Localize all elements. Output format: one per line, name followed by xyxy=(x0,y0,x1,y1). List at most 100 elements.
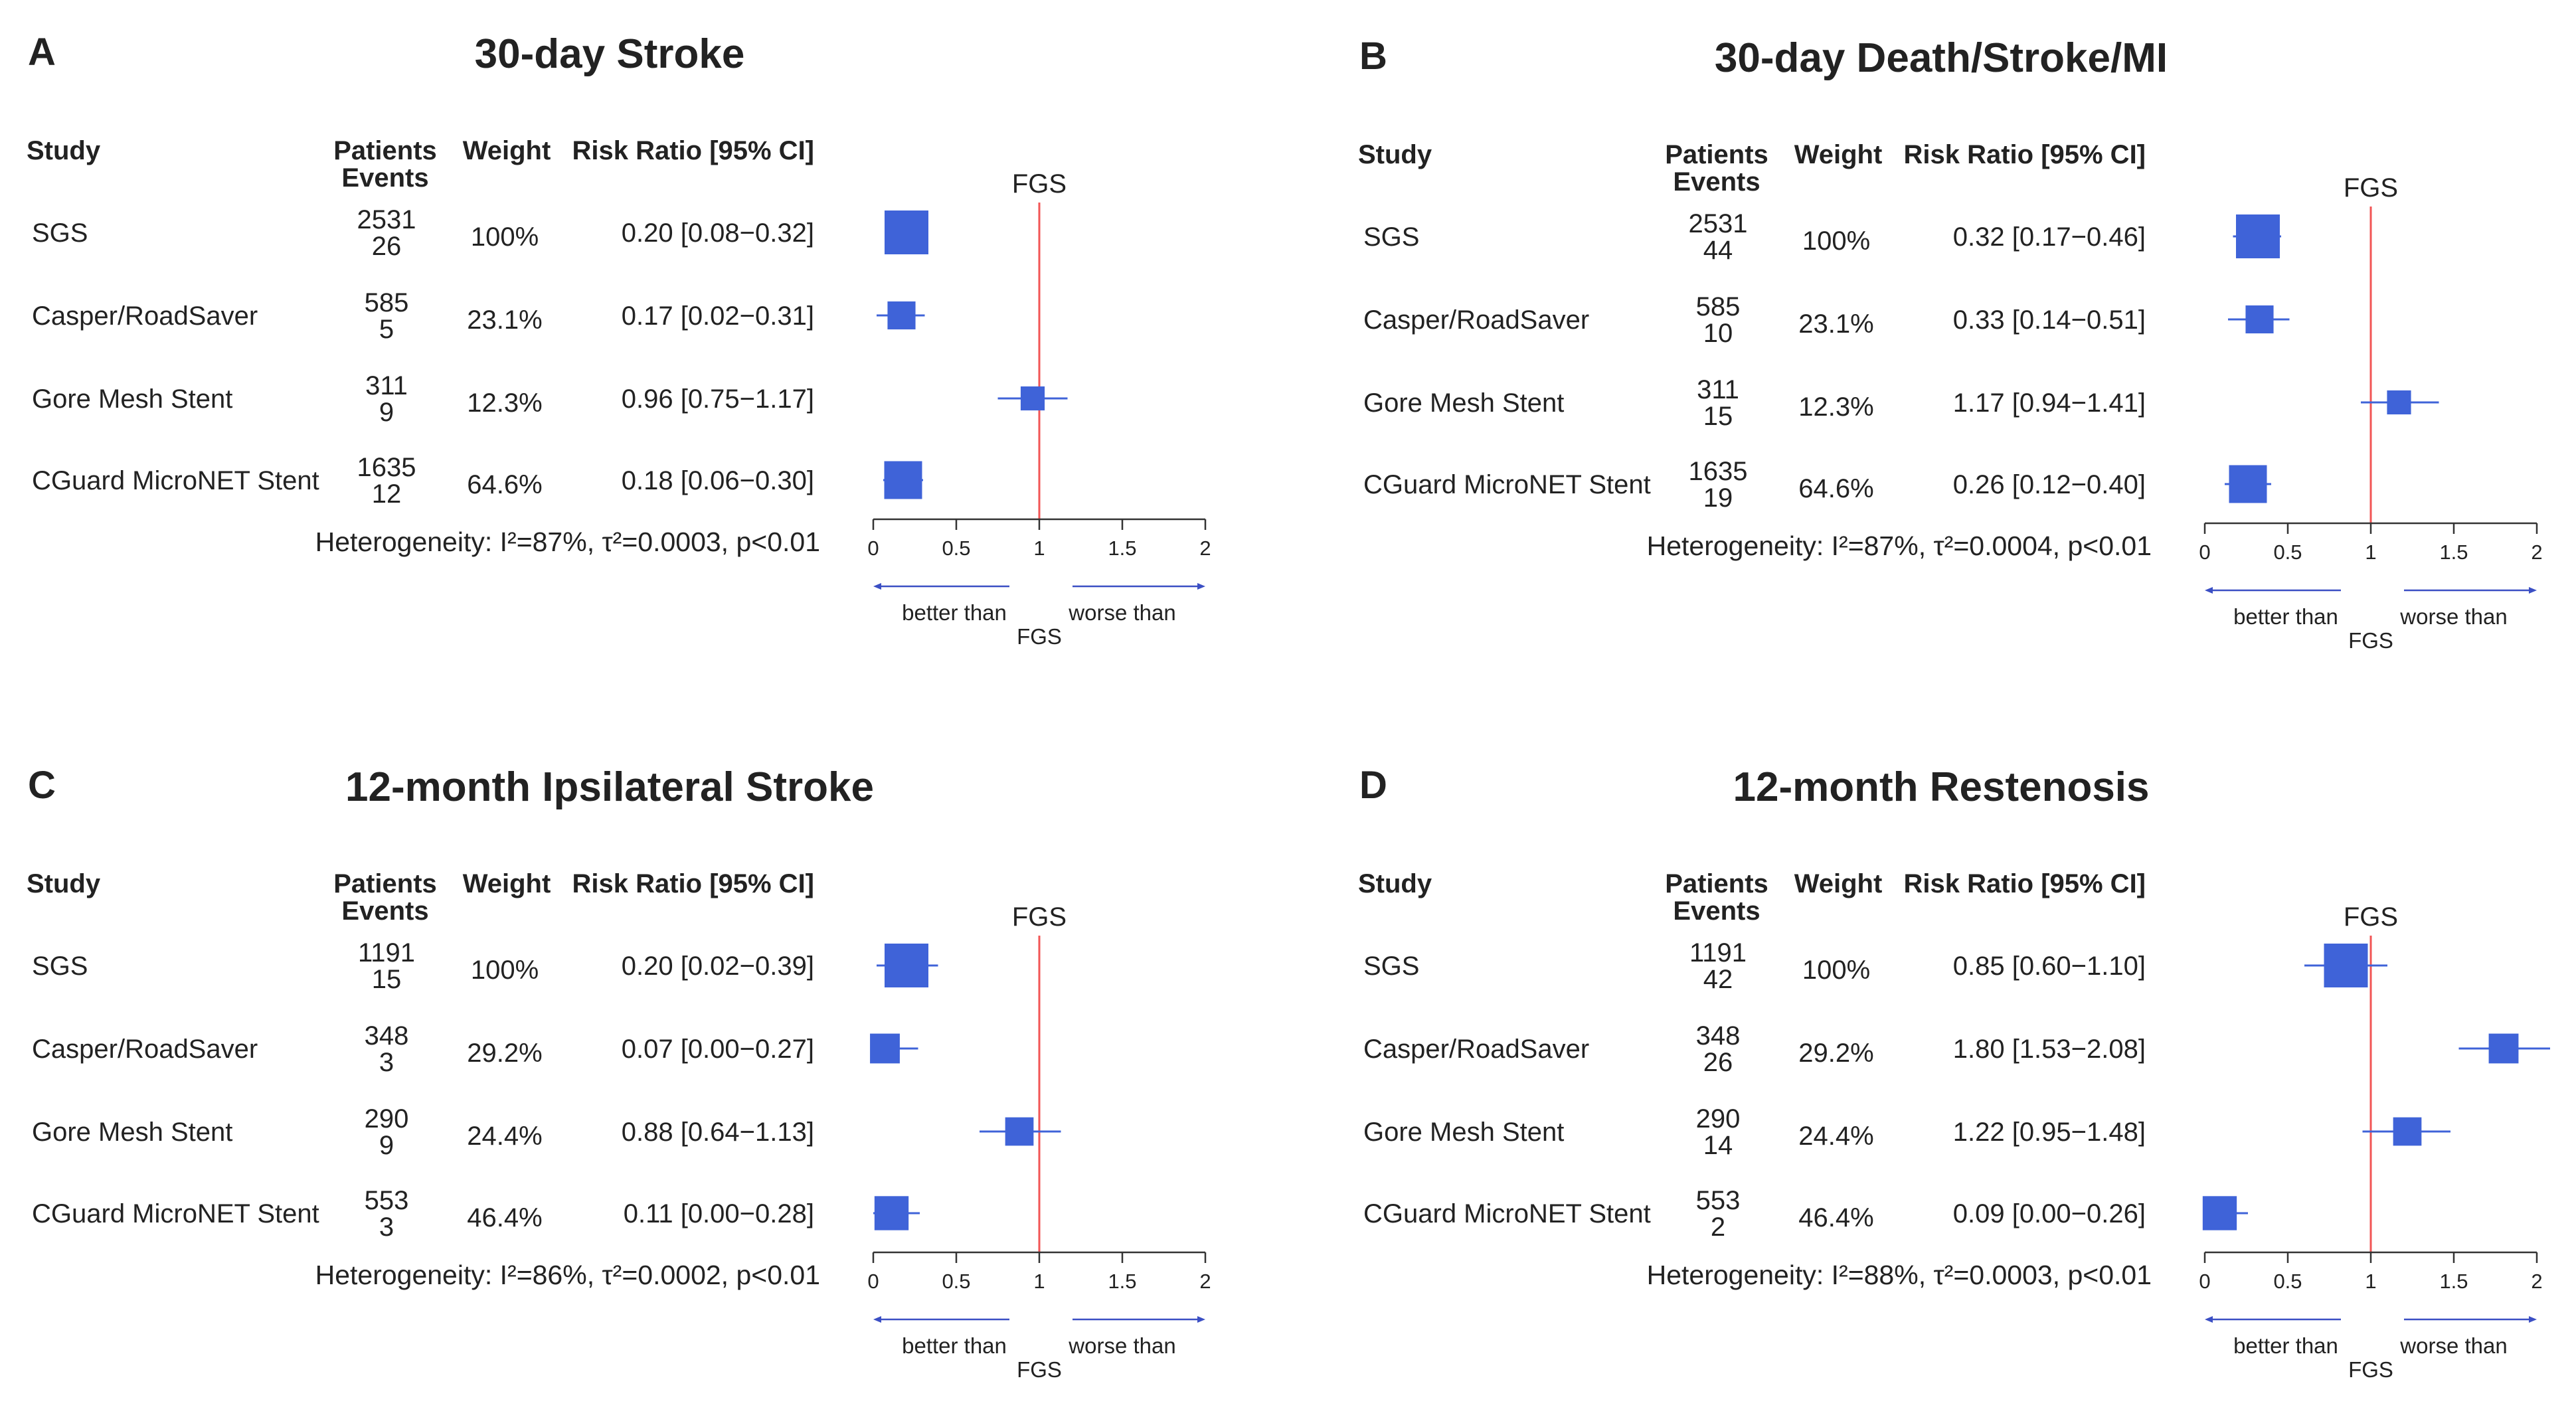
study-name: CGuard MicroNET Stent xyxy=(1363,470,1651,499)
header-study: Study xyxy=(27,136,101,165)
study-name: SGS xyxy=(32,952,88,981)
panel-title: 30-day Death/Stroke/MI xyxy=(1715,35,2168,81)
risk-ratio-text: 0.96 [0.75−1.17] xyxy=(622,384,814,414)
x-tick-label: 0 xyxy=(2199,1270,2210,1293)
header-events: Events xyxy=(1673,896,1760,926)
patients-count: 311 xyxy=(365,371,408,400)
study-name: SGS xyxy=(1363,952,1419,981)
worse-label: worse than xyxy=(1068,1333,1175,1358)
weight-value: 23.1% xyxy=(467,305,542,335)
weight-value: 64.6% xyxy=(1798,474,1873,503)
weight-value: 29.2% xyxy=(467,1039,542,1068)
events-count: 19 xyxy=(1703,483,1733,513)
fgs-label: FGS xyxy=(1017,624,1062,649)
better-label: better than xyxy=(2233,604,2338,629)
header-patients: Patients xyxy=(1665,140,1768,169)
header-study: Study xyxy=(27,869,101,898)
header-patients: Patients xyxy=(1665,869,1768,898)
x-tick-label: 0 xyxy=(867,1270,879,1293)
events-count: 3 xyxy=(379,1048,394,1077)
weight-value: 100% xyxy=(1802,956,1870,985)
point-estimate-marker xyxy=(885,944,928,987)
risk-ratio-text: 0.09 [0.00−0.26] xyxy=(1953,1199,2146,1228)
events-count: 26 xyxy=(1703,1048,1733,1077)
point-estimate-marker xyxy=(2488,1033,2519,1064)
header-risk-ratio: Risk Ratio [95% CI] xyxy=(572,869,814,898)
worse-label: worse than xyxy=(2399,1333,2507,1358)
events-count: 42 xyxy=(1703,965,1733,994)
weight-value: 100% xyxy=(471,956,539,985)
events-count: 15 xyxy=(1703,402,1733,431)
risk-ratio-text: 0.11 [0.00−0.28] xyxy=(624,1199,814,1228)
x-tick-label: 0.5 xyxy=(942,1270,970,1293)
risk-ratio-text: 0.33 [0.14−0.51] xyxy=(1953,305,2146,335)
reference-label: FGS xyxy=(2344,902,2398,932)
study-name: Gore Mesh Stent xyxy=(32,384,232,414)
header-risk-ratio: Risk Ratio [95% CI] xyxy=(572,136,814,165)
x-tick-label: 1.5 xyxy=(1108,1270,1136,1293)
forest-plot-b: B 30-day Death/Stroke/MI Study PatientsEven… xyxy=(1358,35,2543,653)
study-name: Gore Mesh Stent xyxy=(1363,1118,1564,1147)
worse-arrowhead xyxy=(2529,587,2537,594)
weight-value: 100% xyxy=(1802,226,1870,256)
events-count: 10 xyxy=(1703,319,1733,348)
x-tick-label: 2 xyxy=(1199,1270,1211,1293)
risk-ratio-text: 0.20 [0.08−0.32] xyxy=(622,218,814,248)
events-count: 12 xyxy=(372,479,402,509)
heterogeneity-text: Heterogeneity: I²=87%, τ²=0.0003, p<0.01 xyxy=(315,527,820,557)
weight-value: 46.4% xyxy=(1798,1203,1873,1232)
header-events: Events xyxy=(341,896,428,926)
header-patients: Patients xyxy=(333,869,437,898)
forest-plot-figure: A 30-day Stroke Study Patients Events Weight R… xyxy=(27,4,2576,1382)
point-estimate-marker xyxy=(1020,386,1045,411)
reference-label: FGS xyxy=(1012,169,1067,199)
patients-count: 553 xyxy=(365,1186,409,1215)
point-estimate-marker xyxy=(2202,1196,2237,1230)
x-tick-label: 0.5 xyxy=(2273,541,2302,564)
heterogeneity-text: Heterogeneity: I²=88%, τ²=0.0003, p<0.01 xyxy=(1647,1260,2152,1290)
point-estimate-marker xyxy=(2387,390,2411,415)
panel-letter: B xyxy=(1359,35,1387,78)
better-arrowhead xyxy=(873,1316,881,1323)
weight-value: 100% xyxy=(471,222,539,252)
weight-value: 46.4% xyxy=(467,1203,542,1232)
worse-arrowhead xyxy=(1197,583,1205,590)
weight-value: 23.1% xyxy=(1798,309,1873,339)
better-label: better than xyxy=(2233,1333,2338,1358)
point-estimate-marker xyxy=(1005,1117,1034,1146)
panel-title: 12-month Ipsilateral Stroke xyxy=(345,764,874,810)
patients-count: 1191 xyxy=(1689,938,1747,967)
fgs-label: FGS xyxy=(2348,628,2393,653)
point-estimate-marker xyxy=(870,1033,900,1064)
x-tick-label: 1.5 xyxy=(1108,537,1136,560)
patients-count: 585 xyxy=(365,288,409,317)
header-events: Events xyxy=(341,163,428,193)
study-name: Gore Mesh Stent xyxy=(1363,388,1564,418)
better-arrowhead xyxy=(873,583,881,590)
weight-value: 12.3% xyxy=(1798,392,1873,422)
study-name: CGuard MicroNET Stent xyxy=(1363,1199,1651,1228)
risk-ratio-text: 1.17 [0.94−1.41] xyxy=(1953,388,2146,418)
weight-value: 12.3% xyxy=(467,388,542,418)
x-tick-label: 0.5 xyxy=(942,537,970,560)
point-estimate-marker xyxy=(2245,305,2274,334)
header-patients: Patients xyxy=(333,136,437,165)
reference-label: FGS xyxy=(2344,173,2398,203)
weight-value: 24.4% xyxy=(1798,1122,1873,1151)
header-weight: Weight xyxy=(463,869,551,898)
patients-count: 348 xyxy=(365,1021,409,1050)
better-label: better than xyxy=(902,600,1007,625)
events-count: 5 xyxy=(379,315,394,344)
patients-count: 1635 xyxy=(357,453,416,482)
panel-b: B 30-day Death/Stroke/MI Study Patients Even… xyxy=(1331,4,2576,698)
events-count: 2 xyxy=(1711,1213,1725,1242)
x-tick-label: 1.5 xyxy=(2439,1270,2468,1293)
events-count: 9 xyxy=(379,1131,394,1160)
patients-count: 1191 xyxy=(358,938,415,967)
x-tick-label: 1 xyxy=(1033,537,1045,560)
header-weight: Weight xyxy=(1794,869,1883,898)
panel-letter: C xyxy=(28,764,56,807)
header-risk-ratio: Risk Ratio [95% CI] xyxy=(1903,869,2146,898)
risk-ratio-text: 1.22 [0.95−1.48] xyxy=(1953,1118,2146,1147)
